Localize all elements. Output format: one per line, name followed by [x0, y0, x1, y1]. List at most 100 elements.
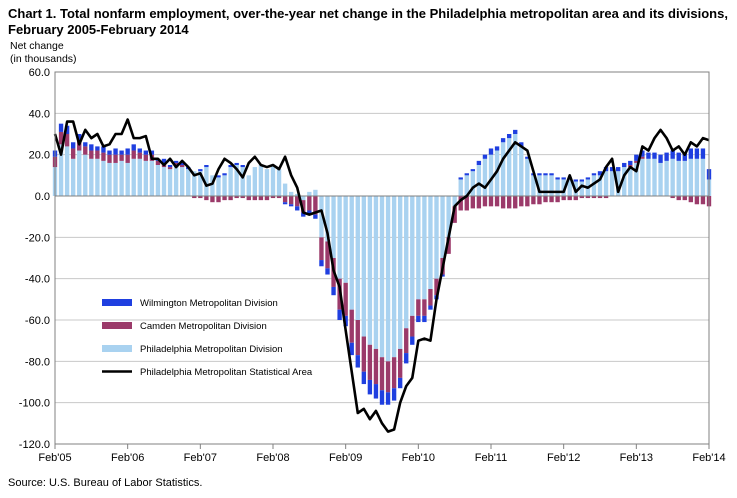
- bar-wilmington: [337, 309, 342, 320]
- bar-wilmington: [113, 148, 118, 155]
- bar-philadelphia: [464, 175, 469, 196]
- bar-camden: [167, 167, 173, 170]
- bar-philadelphia: [446, 196, 451, 238]
- bar-camden: [640, 156, 645, 159]
- bar-camden: [597, 196, 603, 199]
- bar-wilmington: [646, 152, 651, 159]
- bar-camden: [240, 196, 245, 199]
- bar-philadelphia: [700, 158, 706, 196]
- bar-wilmington: [101, 146, 106, 153]
- bar-camden: [143, 154, 149, 161]
- bar-philadelphia: [404, 196, 409, 329]
- bar-philadelphia: [531, 175, 536, 196]
- bar-wilmington: [173, 160, 179, 163]
- bar-wilmington: [506, 134, 512, 139]
- bar-wilmington: [179, 162, 185, 165]
- bar-camden: [58, 131, 64, 145]
- bar-wilmington: [543, 173, 548, 176]
- bar-camden: [361, 336, 367, 372]
- bar-camden: [288, 196, 294, 205]
- bar-camden: [131, 150, 136, 159]
- bar-philadelphia: [482, 158, 488, 196]
- line-msa: [53, 118, 710, 433]
- bar-philadelphia: [452, 196, 457, 207]
- bar-wilmington: [367, 379, 373, 395]
- bar-wilmington: [222, 173, 227, 176]
- bar-wilmington: [634, 154, 639, 161]
- bar-philadelphia: [416, 196, 421, 300]
- bar-philadelphia: [216, 177, 221, 196]
- bar-camden: [216, 196, 221, 203]
- bar-philadelphia: [204, 167, 209, 196]
- bar-philadelphia: [155, 165, 161, 196]
- bar-philadelphia: [276, 169, 282, 196]
- bar-camden: [234, 196, 239, 199]
- bar-camden: [694, 196, 700, 205]
- bar-wilmington: [464, 173, 469, 176]
- bar-philadelphia: [125, 162, 130, 196]
- bar-philadelphia: [137, 158, 142, 196]
- bar-wilmington: [204, 165, 209, 168]
- bar-philadelphia: [301, 196, 306, 201]
- bar-wilmington: [89, 144, 94, 151]
- bar-camden: [276, 196, 282, 199]
- bar-philadelphia: [379, 196, 385, 358]
- bar-philadelphia: [591, 175, 597, 196]
- bar-camden: [500, 196, 506, 209]
- bar-wilmington: [640, 150, 645, 157]
- x-tick-label: Feb'07: [184, 452, 217, 464]
- y-tick-label: -80.0: [25, 356, 50, 368]
- bar-camden: [634, 160, 639, 163]
- bar-wilmington: [288, 204, 294, 207]
- x-tick-label: Feb'11: [475, 452, 507, 464]
- bar-philadelphia: [210, 175, 215, 196]
- y-tick-label: -60.0: [25, 315, 50, 327]
- bar-camden: [373, 348, 379, 385]
- bar-camden: [688, 196, 694, 203]
- bar-philadelphia: [77, 150, 82, 196]
- bar-camden: [307, 196, 312, 211]
- bar-wilmington: [331, 286, 336, 296]
- bar-philadelphia: [664, 160, 669, 196]
- y-axis-label-line1: Net change: [10, 40, 64, 52]
- bar-philadelphia: [222, 175, 227, 196]
- bar-philadelphia: [615, 171, 621, 196]
- bar-camden: [319, 237, 324, 261]
- bar-philadelphia: [270, 165, 276, 196]
- bar-camden: [670, 196, 675, 199]
- bar-camden: [343, 282, 348, 316]
- bar-camden: [494, 196, 500, 207]
- bar-camden: [179, 165, 185, 168]
- bar-philadelphia: [391, 196, 397, 358]
- bar-wilmington: [198, 169, 203, 172]
- bar-wilmington: [373, 384, 379, 399]
- x-tick-label: Feb'10: [402, 452, 435, 464]
- bar-philadelphia: [422, 196, 427, 300]
- bar-wilmington: [573, 179, 578, 182]
- x-tick-label: Feb'08: [256, 452, 289, 464]
- bar-camden: [70, 148, 76, 159]
- bar-camden: [379, 357, 385, 391]
- bar-philadelphia: [470, 171, 476, 196]
- legend-label-philadelphia: Philadelphia Metropolitan Division: [140, 344, 283, 355]
- bar-philadelphia: [537, 175, 542, 196]
- bar-camden: [404, 328, 409, 354]
- bar-camden: [385, 361, 391, 393]
- bar-philadelphia: [694, 158, 700, 196]
- bar-wilmington: [537, 173, 542, 176]
- bar-philadelphia: [355, 196, 360, 320]
- bar-camden: [585, 196, 591, 199]
- bar-philadelphia: [579, 181, 585, 196]
- bar-philadelphia: [410, 196, 415, 316]
- bar-philadelphia: [313, 189, 318, 196]
- bar-wilmington: [410, 336, 415, 345]
- bar-wilmington: [161, 158, 167, 163]
- bar-philadelphia: [628, 167, 633, 196]
- bar-philadelphia: [83, 154, 88, 196]
- bar-wilmington: [131, 144, 136, 151]
- bar-philadelphia: [500, 142, 506, 196]
- bar-philadelphia: [325, 196, 330, 242]
- bar-wilmington: [234, 162, 239, 165]
- bar-philadelphia: [476, 165, 482, 196]
- bar-wilmington: [240, 165, 245, 168]
